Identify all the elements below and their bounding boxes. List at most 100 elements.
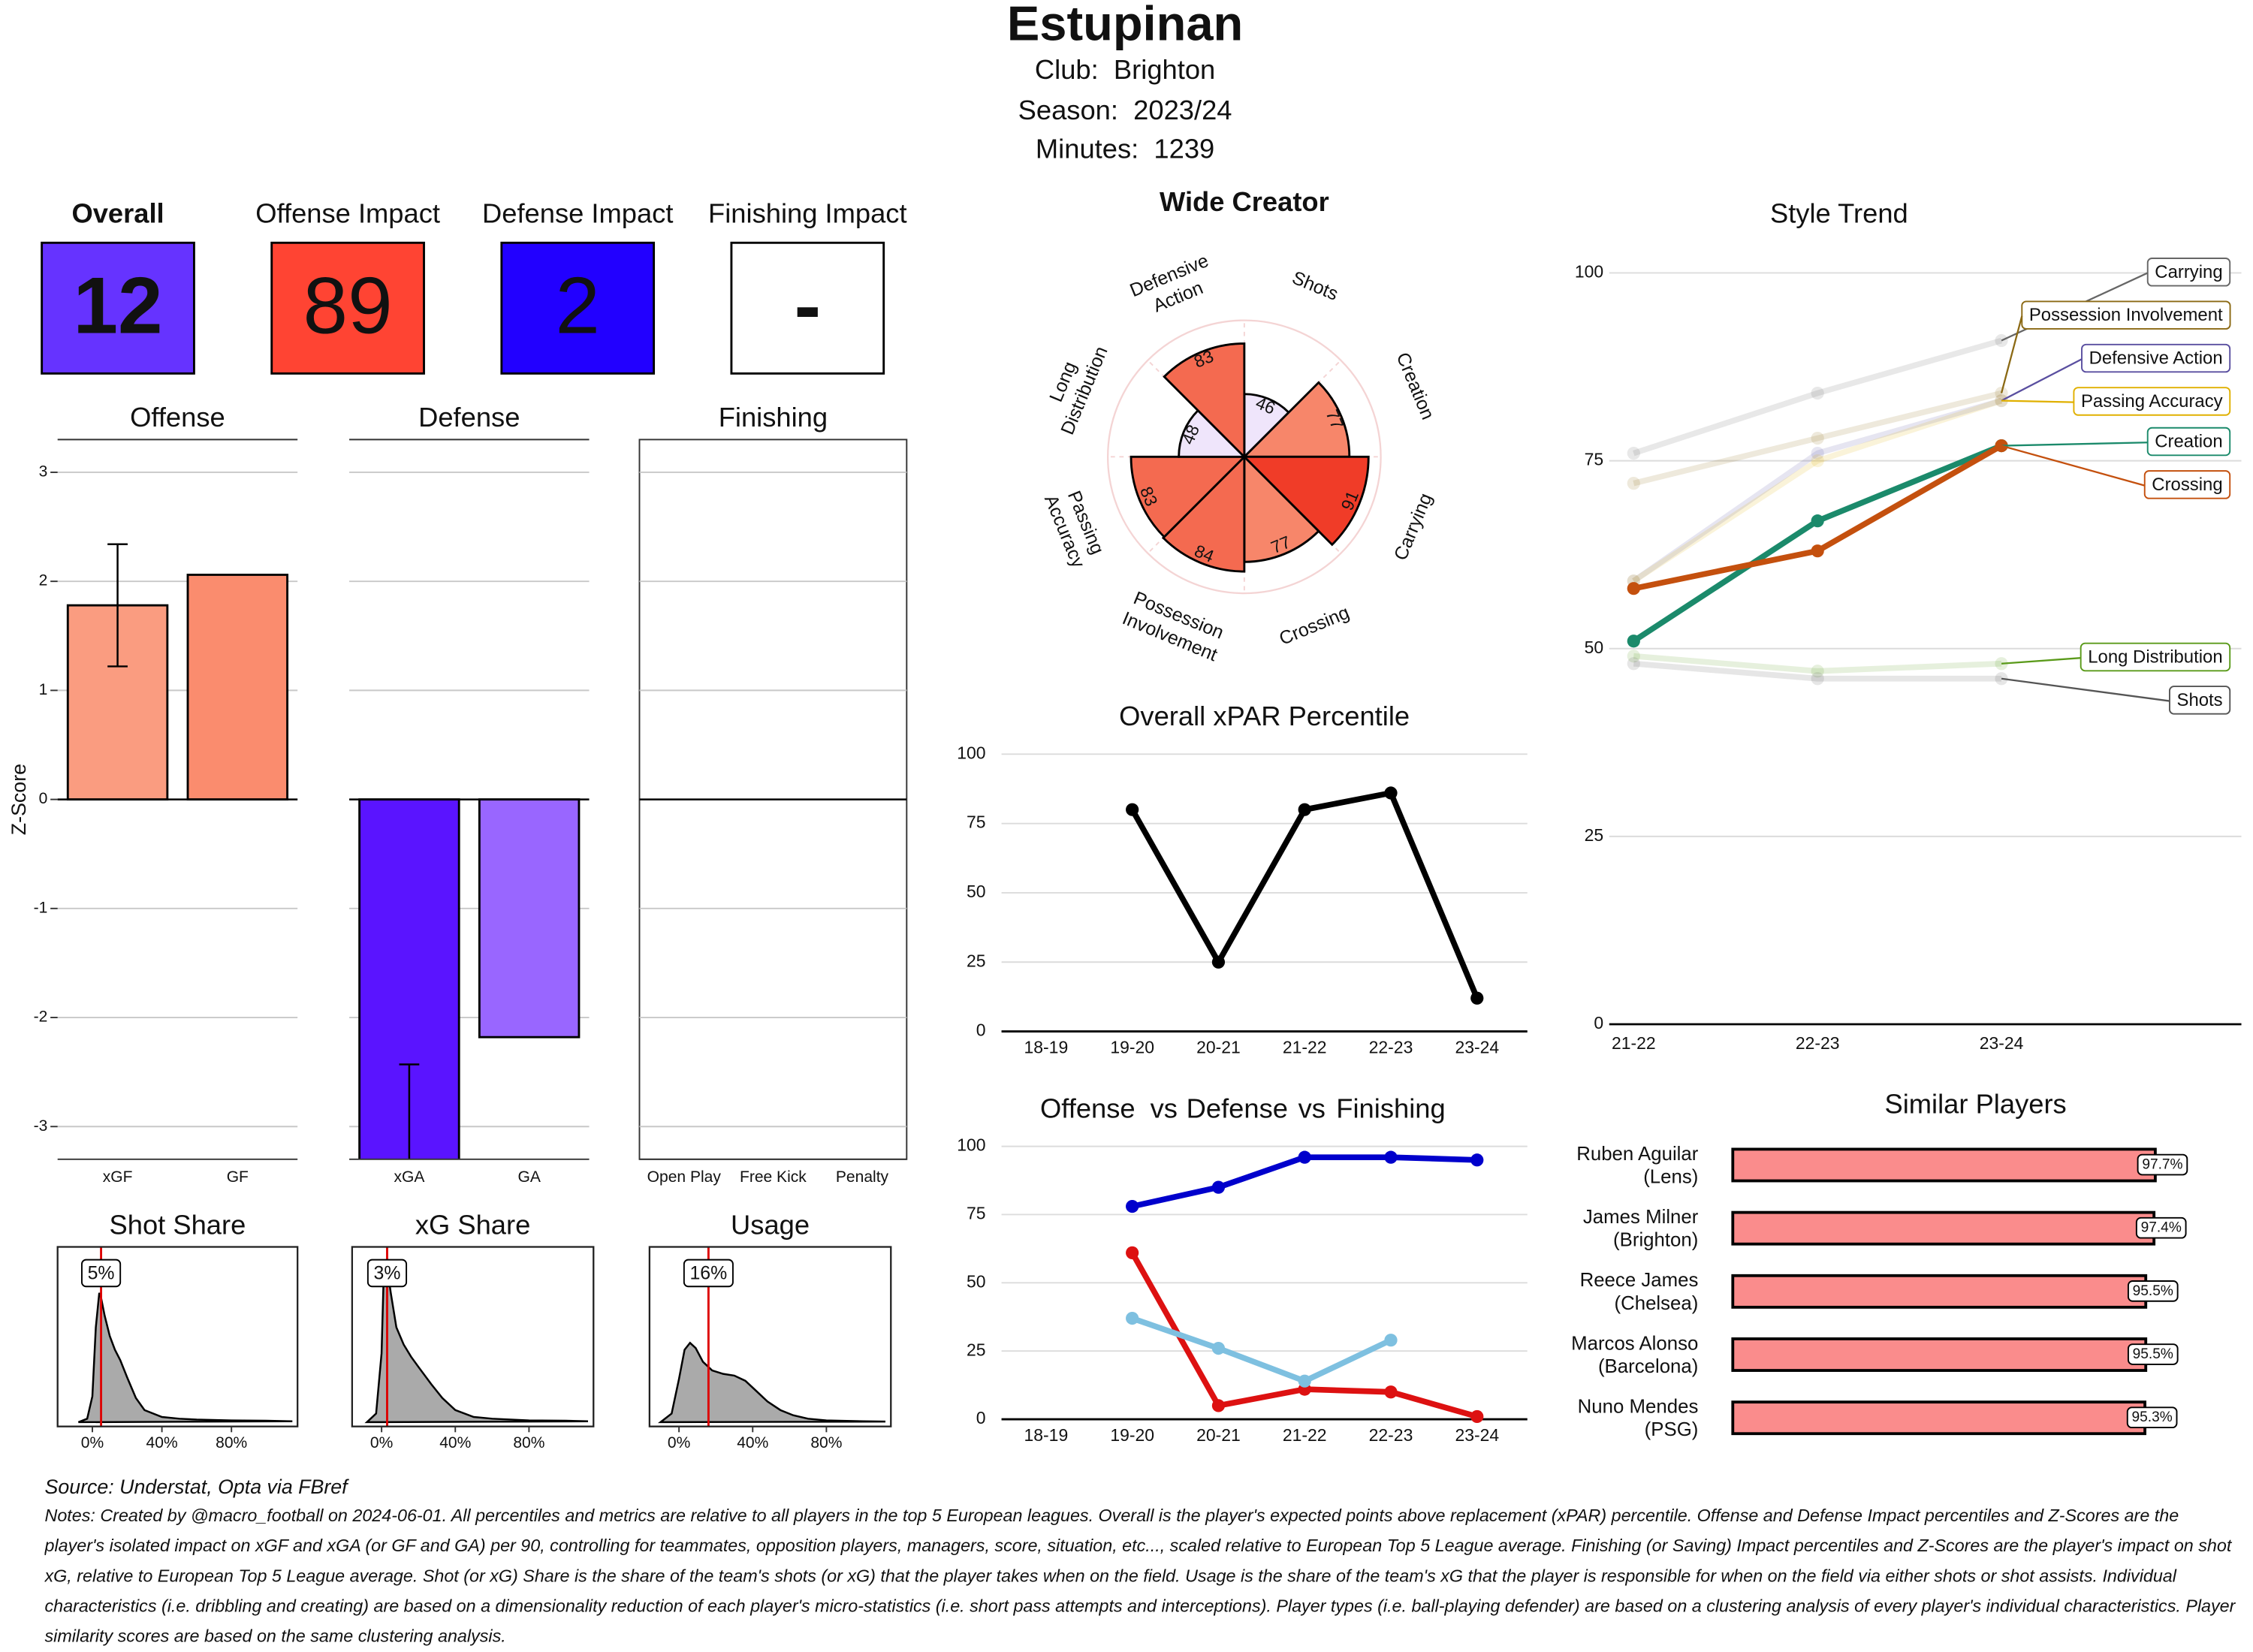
y-tick-label: 0: [976, 1020, 986, 1040]
series-point: [1811, 446, 1824, 460]
x-tick-label: 40%: [439, 1434, 471, 1452]
series-label-box: [2168, 686, 2231, 715]
y-tick-label: 50: [967, 882, 986, 901]
x-tick-label: xGF: [103, 1168, 133, 1186]
value-label: 16%: [689, 1262, 727, 1283]
series-label: Creation: [2155, 432, 2222, 452]
player-club: (PSG): [1645, 1419, 1699, 1440]
x-tick-label: 23-24: [1980, 1033, 2024, 1053]
x-tick-label: 18-19: [1024, 1038, 1069, 1057]
title-separator: vs: [1151, 1093, 1178, 1123]
x-tick-label: 23-24: [1455, 1425, 1499, 1445]
panel-title: Usage: [731, 1209, 810, 1240]
polar-bar: [1130, 455, 1247, 539]
notes: Notes: Created by @macro_football on 202…: [44, 1505, 2236, 1647]
x-tick-label: 40%: [737, 1434, 768, 1452]
series-point: [1298, 1374, 1311, 1388]
impact-label: Offense Impact: [255, 198, 440, 229]
panel-title: Offense: [130, 402, 225, 433]
polar-category-label: Creation: [1392, 349, 1439, 423]
series-point: [1811, 386, 1824, 400]
x-tick-label: 40%: [146, 1434, 178, 1452]
similarity-label-box: [2126, 1406, 2178, 1429]
series-line: [1632, 397, 2003, 583]
y-tick-label: 25: [967, 1340, 986, 1359]
player-club: (Lens): [1643, 1167, 1698, 1188]
player-name: James Milner: [1583, 1207, 1699, 1228]
polar-category-label: PassingAccuracy: [1040, 483, 1110, 571]
chart-title: Wide Creator: [1160, 186, 1329, 217]
similarity-bar: [1731, 1147, 2157, 1183]
y-tick-label: 25: [1585, 825, 1604, 845]
series-point: [1211, 1399, 1226, 1412]
y-tick-label: 50: [1585, 638, 1604, 657]
series-label: Crossing: [2152, 475, 2222, 495]
value-label: 5%: [88, 1262, 115, 1283]
player-name: Reece James: [1580, 1270, 1699, 1291]
series-point: [1470, 1409, 1484, 1424]
series-label: Carrying: [2155, 262, 2222, 282]
series-label-box: [2021, 300, 2231, 330]
polar-category-label: Carrying: [1390, 490, 1437, 564]
series-point: [1384, 1334, 1398, 1347]
similarity-label-box: [2137, 1153, 2188, 1176]
panel-frame: [648, 1246, 892, 1427]
impact-box: [500, 241, 656, 375]
value-label-box: [80, 1259, 122, 1288]
polar-bar: [1243, 454, 1320, 563]
series-point: [1126, 1199, 1139, 1213]
y-tick-label: 2: [39, 572, 48, 589]
x-tick-label: 22-23: [1369, 1425, 1413, 1445]
y-tick-label: -3: [34, 1117, 48, 1135]
legend-title-part: Offense: [1040, 1093, 1136, 1123]
impact-value: -: [794, 260, 821, 350]
x-tick-label: Penalty: [836, 1168, 889, 1186]
impact-label: Overall: [71, 198, 164, 229]
legend-title-part: Finishing: [1336, 1093, 1445, 1123]
series-label: Passing Accuracy: [2081, 391, 2223, 411]
bar: [478, 798, 581, 1039]
legend-title-part: Defense: [1187, 1093, 1288, 1123]
y-tick-label: 25: [967, 951, 986, 970]
series-label-box: [2081, 343, 2231, 373]
panel-title: Shot Share: [110, 1209, 246, 1240]
label-connector: [2001, 442, 2148, 447]
notes-box: Notes: Created by @macro_football on 202…: [44, 1505, 2236, 1647]
x-tick-label: Open Play: [647, 1168, 722, 1186]
series-point: [1627, 657, 1640, 671]
polar-category-label: Shots: [1289, 267, 1341, 305]
club: Club: Brighton: [1035, 54, 1215, 85]
player-club: (Barcelona): [1598, 1356, 1698, 1377]
x-tick-label: 22-23: [1796, 1033, 1840, 1053]
polar-category-label: LongDistribution: [1035, 334, 1111, 437]
y-tick-label: 50: [967, 1271, 986, 1291]
y-tick-label: 100: [957, 743, 985, 762]
x-tick-label: xGA: [394, 1168, 424, 1186]
series-line: [1633, 337, 2003, 457]
y-tick-label: 0: [1594, 1013, 1603, 1032]
player-name: Marcos Alonso: [1571, 1333, 1698, 1354]
panel-title: Finishing: [719, 402, 828, 433]
chart-title: Similar Players: [1884, 1089, 2066, 1120]
series-line: [1633, 660, 2002, 682]
y-tick-label: 100: [957, 1135, 985, 1155]
series-line: [1633, 653, 2002, 674]
minutes: Minutes: 1239: [1036, 133, 1214, 164]
y-axis-label: Z-Score: [8, 764, 30, 835]
y-tick-label: 75: [967, 1204, 986, 1223]
plot-area: [66, 543, 289, 801]
error-bar: [107, 543, 128, 668]
value-label: 3%: [374, 1262, 401, 1283]
panel-frame: [351, 1246, 595, 1427]
impact-box: [41, 241, 195, 375]
series-point: [1627, 650, 1640, 663]
player-name: Nuno Mendes: [1578, 1397, 1699, 1418]
x-tick-label: 21-22: [1283, 1038, 1327, 1057]
polar-category-label: Crossing: [1276, 602, 1352, 650]
x-tick-label: 22-23: [1369, 1038, 1413, 1057]
y-tick-label: -2: [34, 1008, 48, 1026]
impact-label: Defense Impact: [482, 198, 673, 229]
x-tick-label: 20-21: [1196, 1425, 1241, 1445]
series-point: [1811, 544, 1824, 558]
panel-frame: [56, 1246, 299, 1427]
